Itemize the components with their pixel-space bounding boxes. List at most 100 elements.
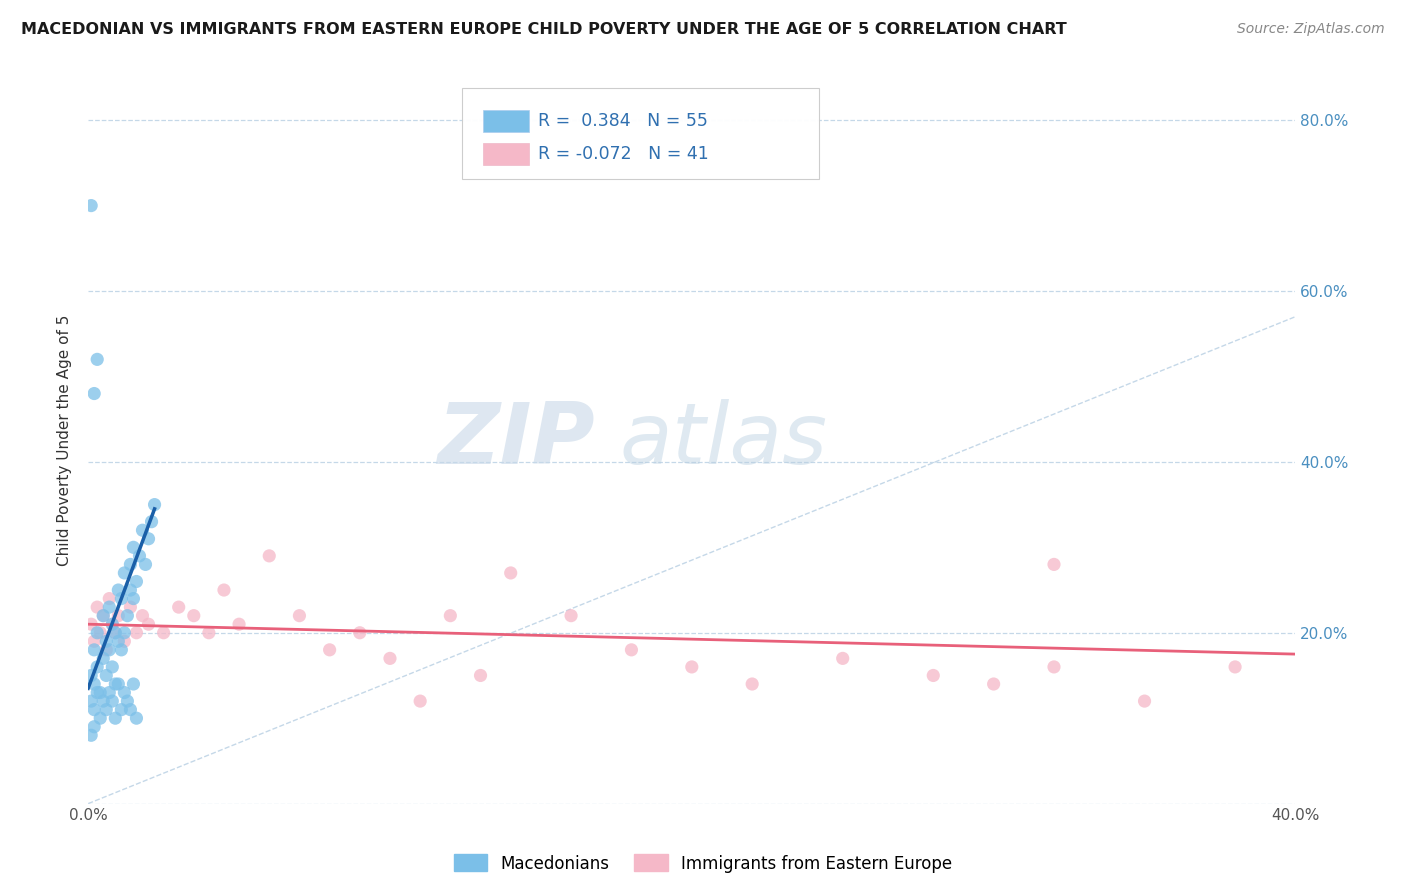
Point	[141, 515, 163, 529]
Point	[86, 660, 108, 674]
Point	[499, 566, 522, 580]
Y-axis label: Child Poverty Under the Age of 5: Child Poverty Under the Age of 5	[58, 315, 72, 566]
Text: R = -0.072   N = 41: R = -0.072 N = 41	[538, 145, 709, 162]
Point	[86, 625, 108, 640]
Point	[183, 608, 205, 623]
Bar	[482, 143, 529, 165]
Text: atlas: atlas	[620, 399, 827, 482]
Point	[107, 634, 129, 648]
Point	[91, 608, 114, 623]
Point	[1043, 558, 1066, 572]
Point	[922, 668, 945, 682]
Point	[101, 617, 124, 632]
Point	[120, 703, 142, 717]
Point	[378, 651, 401, 665]
Point	[96, 668, 118, 682]
Point	[138, 617, 160, 632]
Point	[96, 643, 118, 657]
Point	[212, 582, 235, 597]
Point	[86, 685, 108, 699]
Point	[128, 549, 150, 563]
Point	[1133, 694, 1156, 708]
Point	[83, 677, 105, 691]
Point	[131, 523, 153, 537]
Point	[107, 582, 129, 597]
Point	[198, 625, 221, 640]
Point	[96, 703, 118, 717]
Point	[138, 532, 160, 546]
Point	[620, 643, 643, 657]
Point	[110, 591, 132, 606]
Point	[117, 608, 139, 623]
Point	[117, 694, 139, 708]
Point	[80, 694, 103, 708]
Point	[80, 728, 103, 742]
Point	[104, 625, 127, 640]
Point	[681, 660, 703, 674]
Point	[122, 591, 145, 606]
Point	[83, 634, 105, 648]
Text: R =  0.384   N = 55: R = 0.384 N = 55	[538, 112, 709, 130]
Point	[89, 625, 111, 640]
Point	[110, 703, 132, 717]
Point	[112, 685, 135, 699]
Point	[167, 600, 190, 615]
Point	[125, 711, 148, 725]
Point	[125, 625, 148, 640]
Point	[228, 617, 250, 632]
Point	[110, 643, 132, 657]
Point	[120, 600, 142, 615]
Point	[80, 668, 103, 682]
Point	[134, 558, 156, 572]
Point	[98, 685, 121, 699]
Point	[125, 574, 148, 589]
Point	[96, 634, 118, 648]
Point	[91, 608, 114, 623]
Point	[80, 617, 103, 632]
Point	[131, 608, 153, 623]
Point	[470, 668, 492, 682]
Point	[101, 660, 124, 674]
Point	[91, 694, 114, 708]
Point	[101, 694, 124, 708]
Point	[112, 625, 135, 640]
Point	[409, 694, 432, 708]
Point	[86, 352, 108, 367]
Point	[104, 625, 127, 640]
Point	[83, 703, 105, 717]
Point	[107, 608, 129, 623]
Point	[122, 677, 145, 691]
Point	[318, 643, 340, 657]
Point	[120, 582, 142, 597]
Point	[831, 651, 853, 665]
Point	[104, 711, 127, 725]
FancyBboxPatch shape	[463, 88, 818, 179]
Point	[86, 600, 108, 615]
Point	[439, 608, 461, 623]
Text: ZIP: ZIP	[437, 399, 595, 482]
Point	[257, 549, 280, 563]
Point	[98, 591, 121, 606]
Point	[89, 711, 111, 725]
Point	[143, 498, 166, 512]
Point	[83, 386, 105, 401]
Point	[91, 651, 114, 665]
Point	[1223, 660, 1246, 674]
Point	[89, 685, 111, 699]
Point	[349, 625, 371, 640]
Text: MACEDONIAN VS IMMIGRANTS FROM EASTERN EUROPE CHILD POVERTY UNDER THE AGE OF 5 CO: MACEDONIAN VS IMMIGRANTS FROM EASTERN EU…	[21, 22, 1067, 37]
Point	[122, 541, 145, 555]
Point	[83, 643, 105, 657]
Point	[80, 198, 103, 212]
Point	[120, 558, 142, 572]
Point	[83, 720, 105, 734]
Point	[101, 617, 124, 632]
Bar	[482, 110, 529, 132]
Point	[98, 600, 121, 615]
Point	[560, 608, 582, 623]
Text: Source: ZipAtlas.com: Source: ZipAtlas.com	[1237, 22, 1385, 37]
Point	[152, 625, 174, 640]
Point	[98, 643, 121, 657]
Point	[1043, 660, 1066, 674]
Point	[983, 677, 1005, 691]
